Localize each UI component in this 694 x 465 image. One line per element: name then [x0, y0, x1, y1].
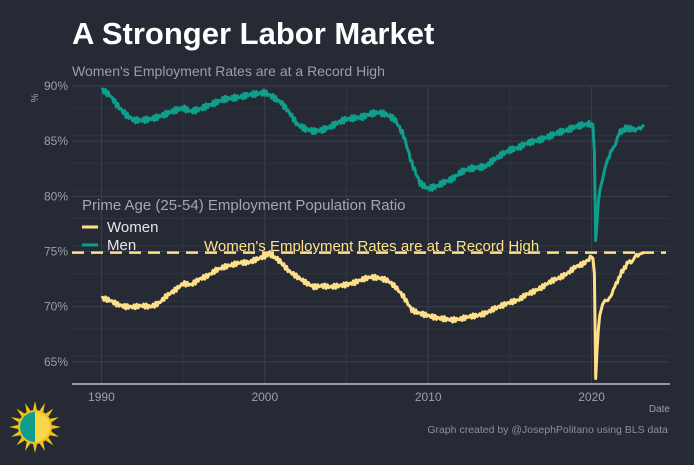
legend-title: Prime Age (25-54) Employment Population …: [82, 197, 406, 214]
y-tick-label: 75%: [44, 245, 68, 259]
y-tick-label: 90%: [44, 79, 68, 93]
chart-grid: [72, 85, 670, 385]
x-tick-label: 2020: [578, 390, 605, 404]
x-tick-label: 2000: [251, 390, 278, 404]
sun-logo-icon: [9, 401, 61, 453]
sun-ray-icon: [51, 425, 61, 429]
page-title: A Stronger Labor Market: [72, 16, 435, 51]
sun-ray-icon: [11, 431, 21, 437]
y-axis-ticks: 65% 70% 75% 80% 85% 90%: [44, 79, 68, 369]
sun-ray-icon: [39, 403, 45, 413]
sun-ray-icon: [49, 431, 59, 437]
y-tick-label: 80%: [44, 189, 68, 203]
y-axis-label: %: [30, 93, 41, 102]
reference-line-label: Women's Employment Rates are at a Record…: [204, 238, 539, 255]
x-axis-ticks: 1990 2000 2010 2020: [88, 390, 605, 404]
sun-ray-icon: [16, 408, 25, 417]
sun-ray-icon: [25, 441, 31, 451]
y-tick-label: 70%: [44, 300, 68, 314]
sun-ray-icon: [11, 417, 21, 423]
series-line-men: [101, 87, 646, 242]
sun-ray-icon: [33, 443, 37, 453]
sun-ray-icon: [16, 437, 25, 446]
y-tick-label: 85%: [44, 134, 68, 148]
x-tick-label: 2010: [415, 390, 442, 404]
sun-ray-icon: [39, 441, 45, 451]
sun-ray-icon: [25, 403, 31, 413]
sun-ray-icon: [9, 425, 19, 429]
sun-ray-icon: [45, 408, 54, 417]
legend: Prime Age (25-54) Employment Population …: [82, 197, 406, 254]
x-tick-label: 1990: [88, 390, 115, 404]
source-credit: Graph created by @JosephPolitano using B…: [427, 424, 668, 436]
x-axis-label: Date: [649, 404, 671, 415]
legend-entry-men: Men: [107, 237, 136, 254]
sun-ray-icon: [45, 437, 54, 446]
y-tick-label: 65%: [44, 355, 68, 369]
legend-entry-women: Women: [107, 219, 158, 236]
series-line-women: [100, 250, 645, 380]
sun-ray-icon: [33, 401, 37, 411]
sun-ray-icon: [49, 417, 59, 423]
page-subtitle: Women's Employment Rates are at a Record…: [72, 63, 385, 79]
